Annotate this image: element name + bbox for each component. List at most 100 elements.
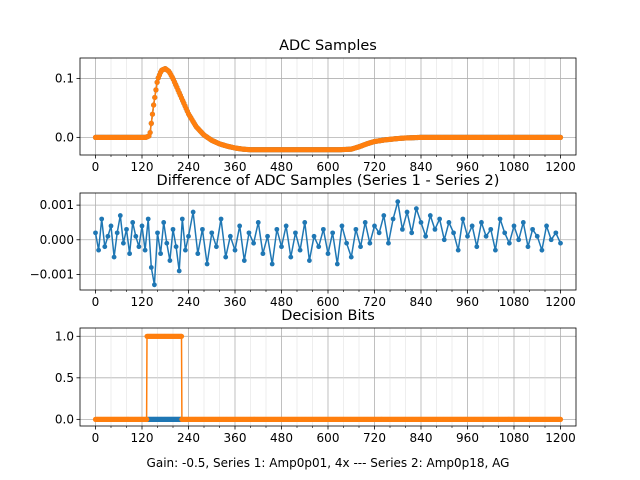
diff-series-0-point [93,230,98,236]
diff-series-0-point [214,244,219,250]
diff-series-0-point [446,220,452,225]
diff-series-0-point [418,220,424,225]
diff-xtick-label: 0 [92,295,100,309]
diff-series-0-point [133,233,139,239]
panels: 0 120 240 360 480 600 720 840 960 1080 12000.00.1A… [30,38,577,445]
diff-series-0-point [183,247,188,253]
diff-series-0-point [136,244,142,250]
diff-series-0-point [520,220,526,225]
bits-ytick-label: 0.5 [55,371,74,385]
diff-ytick-label: −0.001 [30,267,74,281]
bits-series-1 [92,333,564,422]
bits-xtick-label: 480 [270,431,293,445]
diff-series-0-point [330,230,336,236]
diff-series-0-point [353,226,359,232]
diff-series-0-point [251,240,256,246]
adc-plot-area [92,65,564,153]
diff-series-0-point [316,244,322,250]
adc-title: ADC Samples [279,38,377,54]
diff-series-0 [93,199,563,288]
diff-series-0-point [114,230,120,236]
diff-series-0-point [474,244,480,250]
diff-plot-area [93,199,563,288]
bits-xtick-label: 720 [363,431,386,445]
diff-series-0-point [432,226,438,232]
adc-xtick-label: 600 [317,160,340,174]
bits-xtick-label: 600 [317,431,340,445]
diff-series-0-point [111,254,117,260]
diff-series-0-point [502,230,508,236]
diff-series-0-point [404,209,410,215]
diff-series-0-point [161,220,167,225]
diff-series-0-point [311,233,317,239]
diff-series-0-point [186,233,191,239]
diff-series-0-point [441,237,447,243]
diff-series-0-point [437,216,442,222]
diff-xtick-label: 360 [224,295,247,309]
diff-series-0-point [246,230,252,236]
diff-series-0-point [148,265,154,270]
diff-series-0-point [127,251,132,257]
diff-series-0-point [195,251,201,257]
diff-series-0-point [190,209,196,215]
adc-series-1-point [148,120,154,126]
diff-series-0-point [232,247,238,253]
adc-series-1-point [557,134,564,140]
diff-series-0-point [279,244,284,250]
diff-series-0-point [139,223,145,229]
adc-xtick-label: 1080 [499,160,530,174]
diff-series-0-point [130,220,136,225]
diff-series-0-point [218,216,224,222]
bits-xtick-label: 840 [410,431,433,445]
diff-series-0-point [121,240,126,246]
diff-panel: 0 120 240 360 480 600 720 840 960 1080 1200 −0.001 0… [30,173,577,309]
diff-series-0-point [493,247,498,253]
diff-series-0-point [105,233,111,239]
diff-series-0-point [170,226,176,232]
diff-series-0-point [255,220,261,225]
adc-series-1-point [153,87,159,93]
diff-series-0-point [227,233,233,239]
diff-series-0-point [367,240,373,246]
diff-series-0-point [413,206,419,211]
diff-series-0-point [307,258,312,263]
diff-series-0-point [179,216,185,222]
diff-series-0-point [558,240,563,246]
bits-xtick-label: 360 [224,431,247,445]
diff-series-0-point [155,230,160,236]
adc-series-1-point [149,111,156,117]
diff-series-0-point [288,254,294,260]
diff-series-0-point [204,261,210,267]
diff-xtick-label: 120 [131,295,154,309]
diff-series-0-point [534,233,540,239]
diff-series-0-point [483,233,489,239]
diff-series-0-point [176,268,182,274]
diff-series-0-point [506,240,512,246]
diff-series-0-point [465,233,470,239]
diff-xtick-label: 720 [363,295,386,309]
diff-series-0-point [451,230,456,236]
diff-series-0-point [376,230,382,236]
adc-xtick-label: 360 [224,160,247,174]
diff-series-0-point [423,233,429,239]
adc-panel: 0 120 240 360 480 600 720 840 960 1080 1200 0.0 0.1 A… [55,38,577,174]
diff-xtick-label: 960 [456,295,479,309]
diff-series-0-point [142,247,148,253]
diff-series-0-point [320,226,326,232]
diff-series-0-point [325,251,331,257]
bits-series-1-point [557,416,564,422]
diff-series-0-point [516,237,522,243]
diff-series-0-point [530,226,535,232]
diff-ytick-label: 0.000 [40,233,74,247]
adc-ytick-label: 0.0 [55,130,74,144]
bits-xtick-label: 1080 [499,431,530,445]
diff-ytick-label: 0.001 [40,198,74,212]
diff-series-0-point [488,226,494,232]
diff-series-0-point [479,220,484,225]
diff-series-0-point [348,254,354,260]
diff-series-0-point [223,254,229,260]
bits-series-0 [145,416,184,422]
adc-xtick-label: 480 [270,160,293,174]
diff-series-0-point [173,244,179,250]
